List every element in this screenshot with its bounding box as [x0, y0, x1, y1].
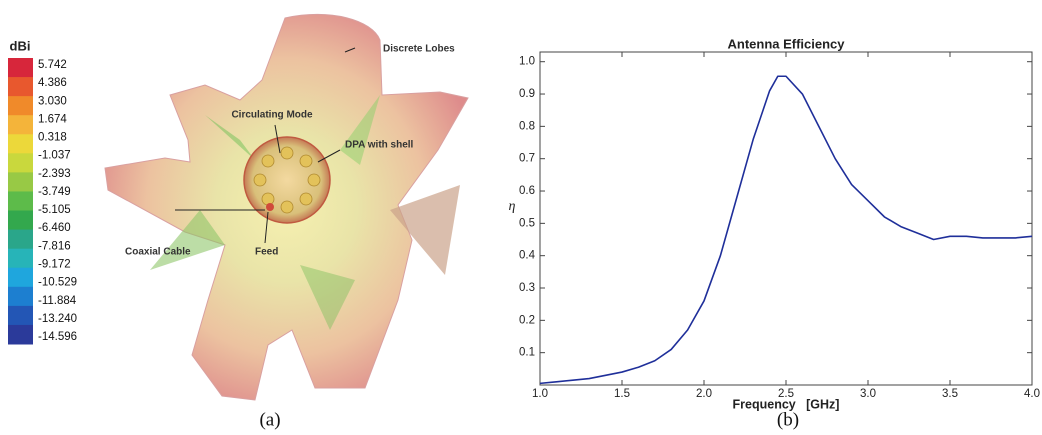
colorbar-band — [8, 134, 33, 154]
colorbar-band — [8, 115, 33, 135]
radiation-pattern — [104, 13, 469, 401]
x-tick-label: 2.0 — [696, 388, 712, 400]
colorbar-band — [8, 305, 33, 326]
plot-frame — [539, 51, 1033, 386]
colorbar-tick-label: 3.030 — [38, 95, 67, 107]
colorbar-band — [8, 286, 33, 307]
x-tick-label: 1.0 — [532, 388, 548, 400]
colorbar-band — [8, 172, 33, 192]
colorbar-band — [8, 210, 33, 231]
colorbar-tick-label: -11.884 — [38, 295, 77, 307]
x-tick-label: 2.5 — [778, 388, 794, 400]
colorbar-tick-label: 4.386 — [38, 77, 67, 89]
line-series — [539, 75, 1033, 385]
y-tick-label: 0.4 — [519, 250, 536, 262]
colorbar-band — [8, 324, 33, 345]
colorbar-tick-label: 0.318 — [38, 132, 67, 144]
colorbar-tick-label: -13.240 — [38, 313, 77, 325]
chart-title: Antenna Efficiency — [727, 36, 845, 51]
x-tick-label: 3.5 — [942, 388, 958, 400]
colorbar-band — [8, 96, 33, 116]
colorbar-tick-label: -10.529 — [38, 277, 77, 289]
colorbar-tick-label: -6.460 — [38, 222, 71, 234]
y-tick-label: 0.8 — [519, 120, 535, 132]
y-tick-label: 0.5 — [519, 217, 535, 229]
y-tick-label: 0.2 — [519, 314, 535, 326]
y-tick-label: 0.9 — [519, 88, 535, 100]
colorbar-band — [8, 267, 33, 288]
colorbar-tick-label: -1.037 — [38, 150, 71, 162]
colorbar-tick-label: -5.105 — [38, 204, 71, 216]
annotation: DPA with shell — [345, 140, 414, 151]
annotation: Feed — [255, 247, 278, 258]
y-tick-label: 0.7 — [519, 153, 535, 165]
colorbar-tick-label: -9.172 — [38, 258, 71, 270]
caption: (a) — [259, 409, 280, 430]
colorbar-band — [8, 153, 33, 173]
x-tick-label: 4.0 — [1024, 388, 1040, 400]
colorbar-band — [8, 58, 33, 78]
annotation: Discrete Lobes — [383, 44, 455, 55]
y-tick-label: 0.1 — [519, 347, 535, 359]
colorbar-tick-label: -2.393 — [38, 168, 71, 180]
caption: (b) — [777, 409, 799, 430]
colorbar-tick-label: -14.596 — [38, 331, 77, 343]
y-tick-label: 1.0 — [519, 56, 535, 68]
colorbar-tick-label: 1.674 — [38, 113, 67, 125]
colorbar-title: dBi — [10, 38, 31, 53]
colorbar-band — [8, 191, 33, 212]
colorbar-tick-label: 5.742 — [38, 59, 67, 71]
colorbar-band — [8, 229, 33, 250]
annotation: Coaxial Cable — [125, 247, 191, 258]
annotation: Circulating Mode — [231, 110, 313, 121]
x-tick-label: 1.5 — [614, 388, 630, 400]
y-tick-label: 0.6 — [519, 185, 535, 197]
colorbar-tick-label: -3.749 — [38, 186, 71, 198]
colorbar-band — [8, 77, 33, 97]
y-axis-label: η — [509, 199, 516, 214]
colorbar — [8, 58, 33, 345]
y-tick-label: 0.3 — [519, 282, 535, 294]
x-axis-label: Frequency [GHz] — [733, 397, 840, 411]
colorbar-tick-label: -7.816 — [38, 240, 71, 252]
x-tick-label: 3.0 — [860, 388, 876, 400]
colorbar-band — [8, 248, 33, 269]
